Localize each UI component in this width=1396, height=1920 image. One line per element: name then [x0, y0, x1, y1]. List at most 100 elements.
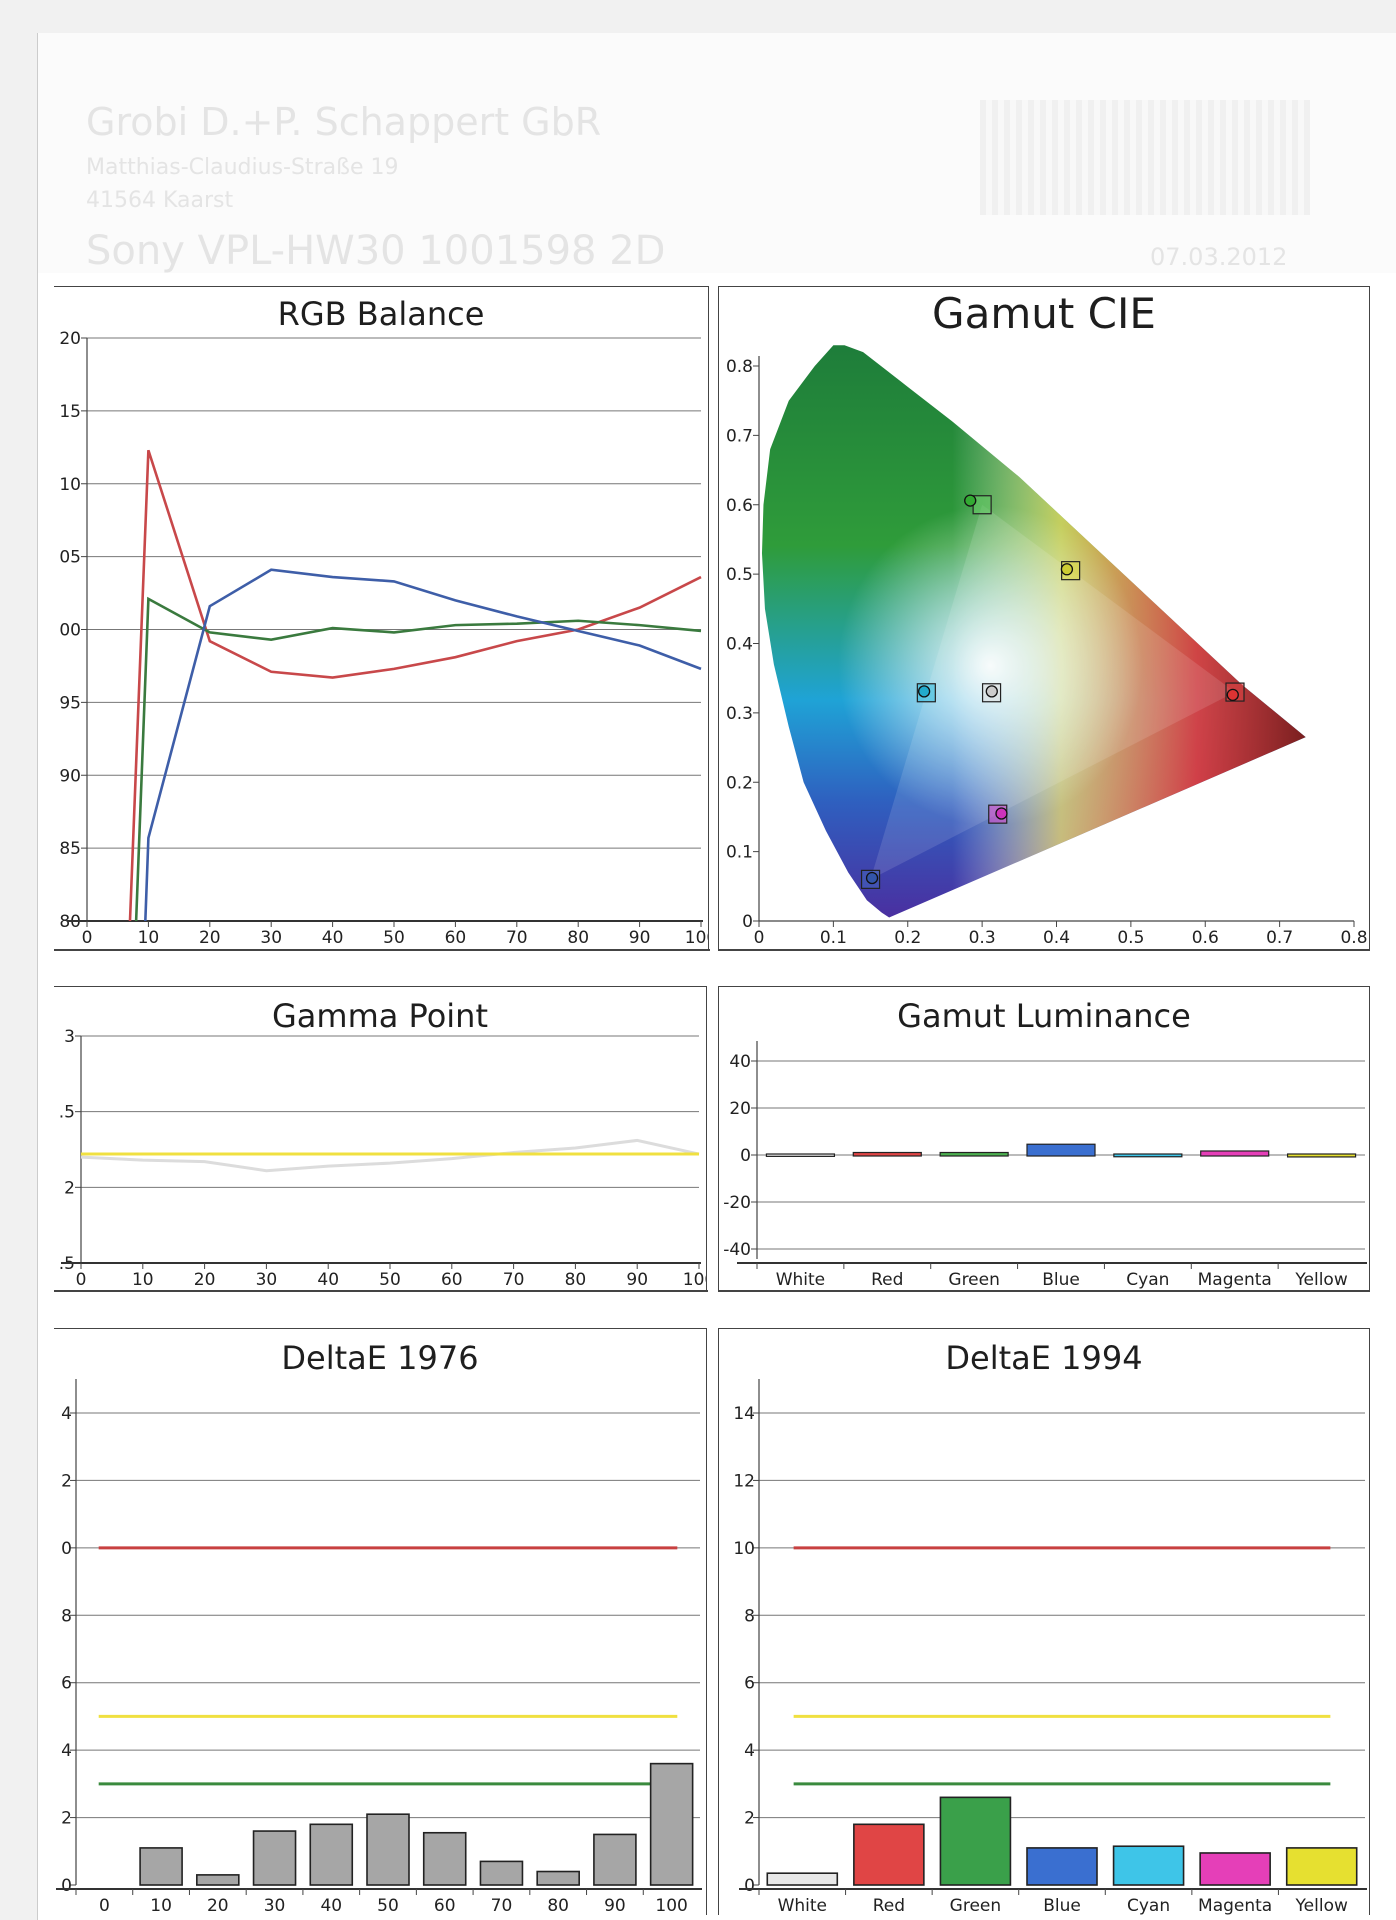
cie-ytick-label: 0	[742, 912, 753, 932]
cie-ytick-label: 0.3	[726, 704, 753, 724]
deltae-1994-title: DeltaE 1994	[945, 1339, 1143, 1377]
company-address-line1: Matthias-Claudius-Straße 19	[86, 155, 399, 180]
rgb-balance-panel: RGB Balance 80 85 90 95 00 05 10 15 20 0 10 20 30 40 5…	[54, 286, 709, 951]
gamut-luminance-baseline	[718, 1290, 1370, 1292]
rgb-balance-xtick-label: 30	[260, 928, 282, 948]
gamma-point-xtick-label: 80	[565, 1270, 587, 1290]
deltae-1994-ytick-label: 6	[744, 1674, 755, 1694]
cie-ytick-label: 0.7	[726, 426, 753, 446]
gamut-luminance-chart: -40 -20 0 20 40 White Red Green Blue Cyan Magenta Y…	[723, 1041, 1367, 1290]
deltae-1976-title: DeltaE 1976	[281, 1339, 479, 1377]
deltae-1994-xtick-label: Green	[950, 1896, 1001, 1915]
deltae-1976-bar	[309, 1823, 354, 1886]
deltae-1976-bar	[366, 1813, 410, 1886]
gamut-luminance-xtick-label: White	[776, 1270, 825, 1290]
deltae-1976-bar	[252, 1830, 297, 1886]
gamma-point-xtick-label: 70	[503, 1270, 525, 1290]
deltae-1976-ytick-label: 6	[61, 1674, 72, 1694]
gamma-point-baseline	[54, 1290, 708, 1292]
rgb-balance-ytick-label: 15	[59, 402, 81, 422]
deltae-1976-xtick-label: 90	[604, 1896, 626, 1915]
gamma-point-chart: .52.530102030405060708090100	[59, 1027, 706, 1290]
rgb-balance-ytick-label: 85	[59, 839, 81, 859]
cie-measured-cyan	[917, 685, 931, 698]
gamut-luminance-xtick-label: Yellow	[1294, 1270, 1347, 1290]
rgb-balance-series-line	[128, 449, 702, 922]
company-logo	[980, 100, 1310, 215]
rgb-balance-chart: 8085909500051015200102030405060708090100	[59, 329, 708, 948]
deltae-1994-bar	[939, 1796, 1012, 1886]
deltae-1994-bar	[1285, 1847, 1358, 1886]
cie-measured-blue	[865, 871, 879, 885]
deltae-1994-panel: DeltaE 1994 0 2 4 6 8 10 12 14 White Red Green Blue…	[718, 1328, 1370, 1915]
rgb-balance-ytick-label: 10	[59, 475, 81, 495]
cie-measured-magenta	[995, 807, 1008, 820]
deltae-1976-ytick-label: 4	[61, 1741, 72, 1761]
rgb-balance-xtick-label: 20	[199, 928, 221, 948]
gamma-point-title: Gamma Point	[272, 997, 488, 1035]
gamut-luminance-bar	[852, 1151, 922, 1157]
deltae-1976-xtick-label: 70	[491, 1896, 513, 1915]
gamut-luminance-xtick-label: Cyan	[1126, 1270, 1169, 1290]
cie-measured-white	[985, 685, 998, 698]
gamma-point-xtick-label: 20	[194, 1270, 216, 1290]
deltae-1994-bar	[1112, 1845, 1185, 1886]
gamut-cie-baseline	[718, 949, 1370, 951]
deltae-1976-bar	[593, 1833, 637, 1886]
rgb-balance-title: RGB Balance	[277, 295, 485, 333]
cie-horseshoe-whitepoint	[761, 345, 1306, 918]
cie-xtick-label: 0.2	[894, 928, 921, 948]
deltae-1976-xtick-label: 10	[150, 1896, 172, 1915]
gamut-luminance-bar	[1286, 1153, 1357, 1158]
cie-measured-green	[964, 494, 977, 507]
cie-xtick-label: 0.6	[1192, 928, 1219, 948]
deltae-1994-ytick-label: 10	[733, 1539, 755, 1559]
rgb-balance-ytick-label: 05	[59, 548, 81, 568]
deltae-1976-xtick-label: 100	[655, 1896, 687, 1915]
deltae-1994-chart: 0 2 4 6 8 10 12 14 White Red Green Blue Cyan Magenta Y…	[733, 1379, 1367, 1915]
deltae-1976-panel: DeltaE 1976 0 2 4 6 8 0 2 4 0 10 20 30 40 50 60 70 80 90 1…	[54, 1328, 707, 1915]
deltae-1994-bar	[853, 1823, 925, 1886]
gamut-luminance-xtick-label: Red	[871, 1270, 903, 1290]
cie-xtick-label: 0.7	[1266, 928, 1293, 948]
gamut-luminance-title: Gamut Luminance	[897, 997, 1191, 1035]
deltae-1976-bar	[536, 1870, 580, 1886]
gamma-point-xtick-label: 30	[256, 1270, 278, 1290]
gamma-point-ytick-label: 2	[64, 1178, 75, 1198]
gamma-point-ytick-label: 3	[64, 1027, 75, 1047]
deltae-1976-xtick-label: 0	[99, 1896, 110, 1915]
deltae-1976-ytick-label: 0	[61, 1539, 72, 1559]
gamut-luminance-xtick-label: Magenta	[1198, 1270, 1272, 1290]
gamut-luminance-ytick-label: 0	[740, 1146, 751, 1166]
gamut-luminance-xtick-label: Green	[948, 1270, 999, 1290]
cie-ytick-label: 0.5	[726, 565, 753, 585]
gamut-luminance-ytick-label: 20	[729, 1099, 751, 1119]
cie-measured-yellow	[1060, 563, 1074, 576]
gamut-luminance-bar	[939, 1151, 1009, 1157]
gamma-point-xtick-label: 100	[683, 1270, 706, 1290]
deltae-1976-bar	[139, 1847, 183, 1886]
gamma-point-xtick-label: 50	[379, 1270, 401, 1290]
cie-measured-red	[1226, 688, 1239, 701]
gamma-point-ytick-label: .5	[59, 1103, 75, 1123]
cie-ytick-label: 0.4	[726, 635, 753, 655]
gamut-cie-chart: 0 0.1 0.2 0.3 0.4 0.5 0.6 0.7 0.8 0 0.1 0.2 0.3 0.4 0.…	[726, 345, 1368, 948]
cie-xtick-label: 0.5	[1117, 928, 1144, 948]
gamma-point-xtick-label: 0	[76, 1270, 87, 1290]
gamut-luminance-bar	[1026, 1143, 1096, 1157]
deltae-1994-ytick-label: 12	[733, 1471, 755, 1491]
cie-xtick-label: 0.1	[820, 928, 847, 948]
gamut-cie-panel: Gamut CIE 0 0.1 0.2 0.3 0.4 0.5 0.6 0.7 0.8 0 0.1 0…	[718, 286, 1370, 951]
gamut-luminance-ytick-label: -20	[723, 1193, 751, 1213]
deltae-1994-xtick-label: Cyan	[1127, 1896, 1170, 1915]
cie-ytick-label: 0.8	[726, 357, 753, 377]
deltae-1976-xtick-label: 80	[547, 1896, 569, 1915]
gamma-point-xtick-label: 90	[626, 1270, 648, 1290]
rgb-balance-xtick-label: 50	[383, 928, 405, 948]
deltae-1976-bar	[196, 1874, 240, 1886]
rgb-balance-ytick-label: 90	[59, 766, 81, 786]
rgb-balance-xtick-label: 40	[322, 928, 344, 948]
gamut-luminance-bar	[1200, 1150, 1270, 1157]
rgb-balance-ytick-label: 20	[59, 329, 81, 349]
device-name: Sony VPL-HW30 1001598 2D	[86, 228, 666, 274]
